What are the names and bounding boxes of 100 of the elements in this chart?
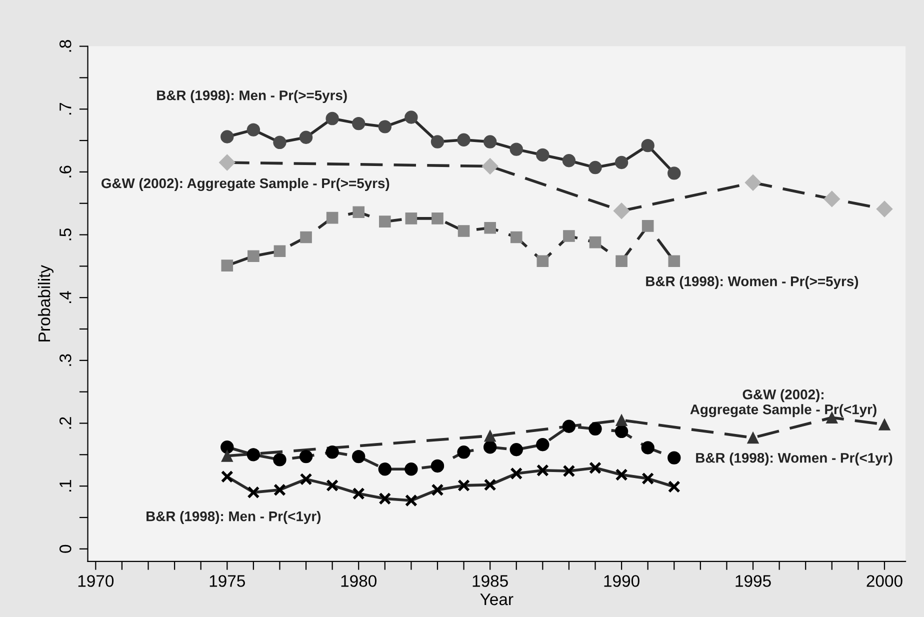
point	[326, 112, 339, 126]
point	[246, 448, 260, 462]
point	[405, 212, 418, 224]
point	[563, 230, 575, 242]
y-tick-label: .2	[59, 417, 72, 429]
point	[482, 158, 498, 174]
y-tick-label: .5	[60, 228, 72, 240]
point	[430, 135, 444, 148]
point	[668, 255, 680, 268]
point	[457, 133, 470, 146]
point	[352, 116, 366, 130]
point	[378, 462, 392, 476]
point	[326, 212, 338, 224]
point	[432, 212, 444, 224]
point	[510, 231, 522, 244]
point	[378, 492, 392, 505]
point	[484, 222, 496, 234]
point	[220, 440, 234, 454]
point	[273, 136, 286, 150]
x-tick-label: 1990	[604, 575, 640, 587]
point	[641, 441, 654, 454]
x-tick-label: 1970	[78, 575, 114, 587]
series-label: B&R (1998): Men - Pr(>=5yrs)	[157, 90, 347, 104]
point	[404, 494, 418, 507]
point	[300, 472, 312, 486]
point	[221, 260, 234, 272]
point	[878, 418, 890, 430]
series-label: B&R (1998): Women - Pr(>=5yrs)	[646, 276, 858, 289]
point	[588, 422, 602, 436]
x-tick-label: 2000	[866, 575, 902, 587]
y-tick-label: .6	[59, 166, 72, 178]
point	[615, 468, 628, 482]
point	[247, 486, 260, 499]
point	[300, 231, 312, 244]
point	[246, 123, 260, 136]
point	[824, 190, 840, 208]
point	[430, 459, 444, 473]
y-tick-label: .8	[59, 40, 72, 52]
point	[248, 250, 260, 262]
y-tick-label: 0	[59, 544, 72, 553]
point	[562, 154, 576, 168]
point	[614, 156, 628, 170]
point	[484, 478, 496, 492]
y-tick-label: .3	[59, 354, 72, 366]
point	[221, 450, 234, 462]
point	[218, 154, 236, 171]
point	[536, 438, 550, 452]
series-label: B&R (1998): Women - Pr(<1yr)	[696, 452, 892, 466]
point	[668, 451, 681, 464]
point	[588, 160, 602, 174]
point	[613, 202, 630, 220]
point	[274, 245, 286, 257]
point	[536, 464, 549, 477]
point	[458, 479, 470, 492]
y-tick-label: .1	[60, 480, 72, 492]
point	[616, 255, 628, 268]
point	[536, 255, 549, 268]
point	[458, 225, 470, 237]
point	[273, 484, 286, 496]
x-tick-label: 1985	[472, 575, 508, 587]
point	[404, 462, 418, 476]
point	[668, 166, 681, 180]
point	[616, 414, 628, 426]
point	[536, 148, 550, 162]
x-tick-label: 1975	[210, 575, 245, 587]
point	[484, 430, 496, 442]
y-tick-label: .4	[60, 291, 72, 304]
series-label: B&R (1998): Men - Pr(<1yr)	[146, 511, 321, 524]
point	[457, 446, 470, 459]
point	[378, 120, 392, 134]
series-label: G&W (2002): Aggregate Sample - Pr(<1yr)	[690, 389, 876, 418]
point	[642, 472, 654, 485]
y-tick-label: .7	[60, 102, 72, 115]
point	[562, 420, 576, 433]
series-label: G&W (2002): Aggregate Sample - Pr(>=5yrs)	[102, 178, 390, 191]
point	[876, 200, 893, 218]
x-tick-label: 1995	[736, 575, 771, 587]
point	[326, 479, 339, 492]
point	[562, 464, 576, 478]
point	[352, 450, 366, 464]
point	[744, 174, 762, 191]
point	[299, 450, 313, 464]
point	[352, 206, 365, 218]
point	[668, 480, 680, 493]
point	[352, 487, 365, 500]
point	[220, 130, 234, 144]
y-axis-title: Probability	[38, 264, 54, 342]
point	[510, 467, 523, 480]
point	[326, 446, 339, 459]
point	[431, 484, 444, 496]
point	[642, 220, 654, 232]
point	[378, 216, 391, 228]
point	[510, 142, 523, 156]
point	[483, 440, 497, 454]
x-tick-label: 1980	[341, 575, 376, 587]
point	[510, 443, 523, 456]
point	[641, 138, 654, 152]
point	[747, 432, 759, 444]
x-axis-title: Year	[480, 594, 514, 606]
point	[273, 453, 286, 466]
